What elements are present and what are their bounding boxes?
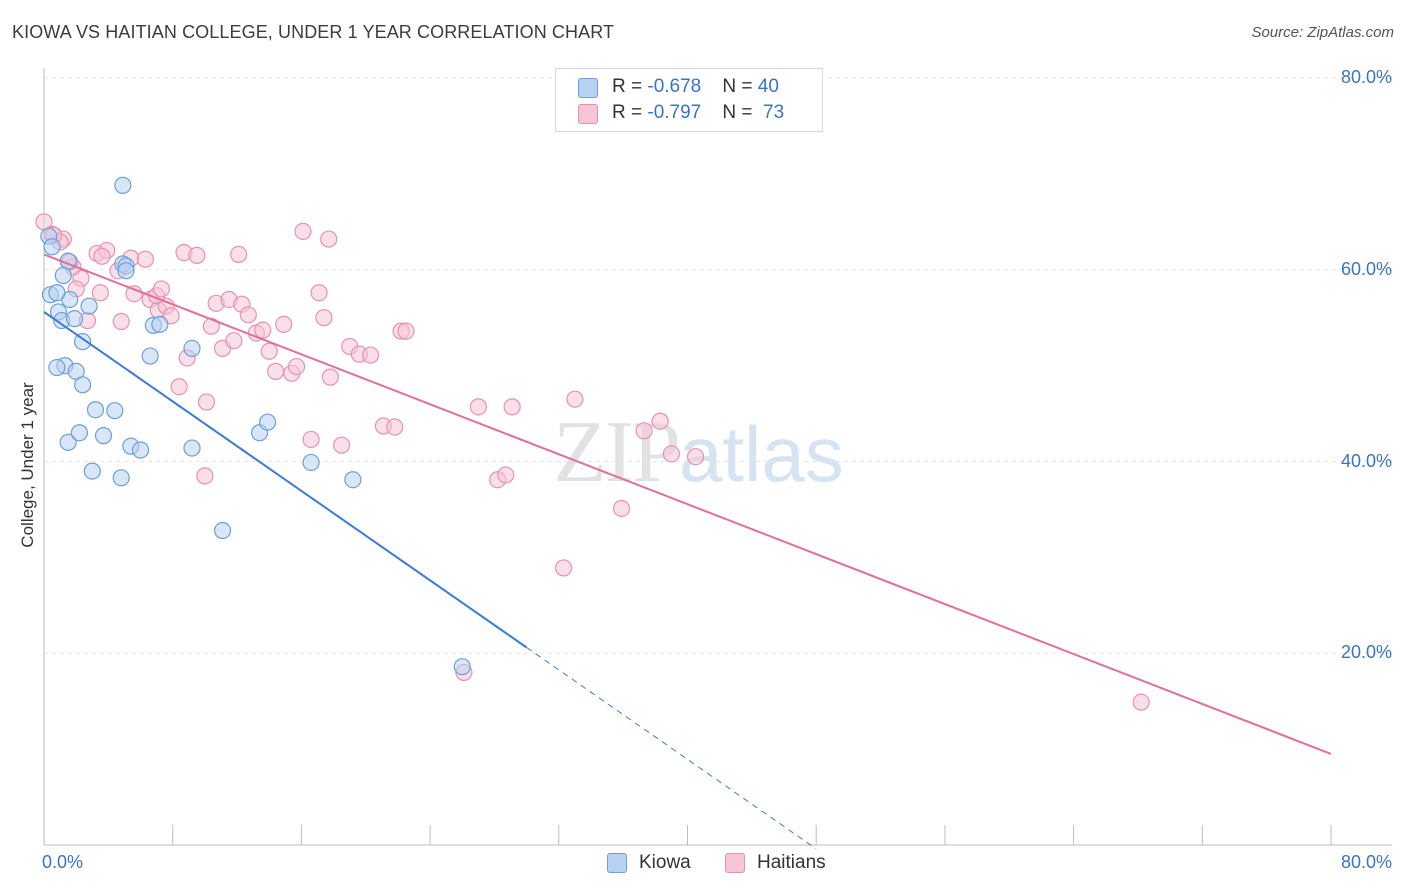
- haitians-point-58: [503, 398, 521, 416]
- kiowa-point-16: [86, 401, 105, 419]
- haitians-point-30: [225, 332, 243, 350]
- source-credit: Source: ZipAtlas.com: [1251, 24, 1394, 41]
- y-tick-label-60: 60.0%: [1340, 258, 1392, 279]
- haitians-n-value: 73: [763, 102, 785, 123]
- haitians-point-62: [635, 422, 653, 440]
- kiowa-point-28: [114, 176, 132, 194]
- haitians-point-32: [239, 306, 257, 324]
- kiowa-point-18: [59, 433, 77, 451]
- kiowa-r-value: -0.678: [647, 76, 702, 97]
- y-tick-label-40: 40.0%: [1340, 450, 1392, 471]
- kiowa-point-19: [70, 424, 88, 442]
- haitians-point-12: [125, 285, 143, 303]
- kiowa-point-10: [65, 310, 84, 328]
- haitians-point-64: [662, 445, 681, 463]
- kiowa-point-7: [54, 266, 72, 285]
- watermark-atlas: atlas: [679, 410, 844, 498]
- axes: [43, 68, 1392, 846]
- kiowa-point-23: [131, 441, 150, 459]
- kiowa-point-11: [74, 333, 92, 351]
- haitians-point-67: [1132, 693, 1150, 711]
- haitians-point-10: [112, 312, 130, 331]
- grid-lines: [44, 77, 1392, 654]
- y-axis-label: College, Under 1 year: [18, 382, 37, 548]
- haitians-point-54: [397, 322, 415, 340]
- haitians-point-36: [260, 342, 278, 360]
- haitians-point-57: [497, 466, 515, 484]
- kiowa-point-17: [106, 402, 124, 420]
- kiowa-point-38: [344, 471, 362, 489]
- kiowa-point-8: [48, 284, 66, 302]
- haitians-point-46: [320, 230, 338, 248]
- haitians-point-18: [152, 280, 171, 298]
- haitians-point-65: [686, 448, 705, 466]
- haitians-point-24: [197, 393, 216, 411]
- haitians-point-23: [188, 246, 206, 264]
- x-tick-label-min: 0.0%: [42, 852, 84, 872]
- haitians-point-61: [612, 499, 631, 518]
- kiowa-point-32: [183, 339, 201, 357]
- haitians-point-19: [162, 307, 180, 325]
- kiowa-point-39: [453, 658, 471, 676]
- haitians-point-44: [315, 309, 333, 327]
- haitians-point-52: [386, 418, 404, 436]
- haitians-point-42: [302, 430, 320, 449]
- kiowa-swatch: [578, 78, 598, 98]
- haitians-point-38: [275, 315, 293, 333]
- haitians-point-25: [196, 467, 214, 485]
- kiowa-point-15: [74, 376, 92, 394]
- kiowa-points: [40, 176, 471, 676]
- kiowa-trend-extension: [526, 647, 817, 850]
- haitians-point-50: [361, 346, 380, 364]
- y-tick-label-80: 80.0%: [1340, 67, 1392, 87]
- haitians-point-13: [136, 250, 154, 268]
- haitians-point-59: [555, 559, 573, 577]
- haitians-point-40: [287, 357, 306, 376]
- kiowa-point-33: [183, 439, 201, 457]
- kiowa-point-9: [80, 297, 98, 315]
- kiowa-legend-swatch: [607, 853, 627, 873]
- haitians-point-33: [230, 245, 248, 264]
- x-tick-label-max: 80.0%: [1340, 852, 1392, 872]
- haitians-point-47: [333, 436, 351, 454]
- correlation-legend: R = -0.678 N = 40 R = -0.797 N = 73: [555, 68, 823, 132]
- haitians-point-55: [469, 398, 487, 416]
- kiowa-point-31: [151, 315, 169, 333]
- kiowa-point-20: [94, 427, 113, 445]
- haitians-point-37: [267, 362, 285, 380]
- kiowa-point-37: [302, 453, 320, 472]
- haitians-legend-swatch: [725, 853, 745, 873]
- kiowa-trend-line: [43, 311, 528, 649]
- haitians-swatch: [578, 104, 598, 124]
- haitians-trend-line: [43, 253, 1332, 755]
- haitians-r-value: -0.797: [647, 102, 702, 123]
- kiowa-point-24: [112, 469, 130, 487]
- haitians-point-43: [310, 284, 328, 302]
- kiowa-point-29: [141, 347, 159, 365]
- kiowa-point-13: [48, 358, 66, 377]
- kiowa-point-27: [117, 262, 135, 280]
- kiowa-point-21: [83, 462, 101, 480]
- kiowa-point-36: [259, 413, 277, 431]
- trend-lines: [43, 253, 1332, 850]
- haitians-point-63: [651, 412, 669, 430]
- haitians-point-68: [93, 247, 111, 265]
- kiowa-point-1: [43, 238, 61, 256]
- kiowa-n-value: 40: [757, 76, 779, 97]
- kiowa-point-34: [213, 521, 232, 540]
- haitians-point-20: [170, 378, 188, 396]
- y-tick-label-20: 20.0%: [1340, 642, 1392, 663]
- chart-title: KIOWA VS HAITIAN COLLEGE, UNDER 1 YEAR C…: [12, 22, 615, 42]
- haitians-point-41: [294, 222, 312, 240]
- haitians-point-8: [91, 284, 109, 302]
- haitians-point-45: [321, 368, 339, 386]
- haitians-point-35: [254, 321, 272, 339]
- haitians-point-60: [566, 390, 584, 408]
